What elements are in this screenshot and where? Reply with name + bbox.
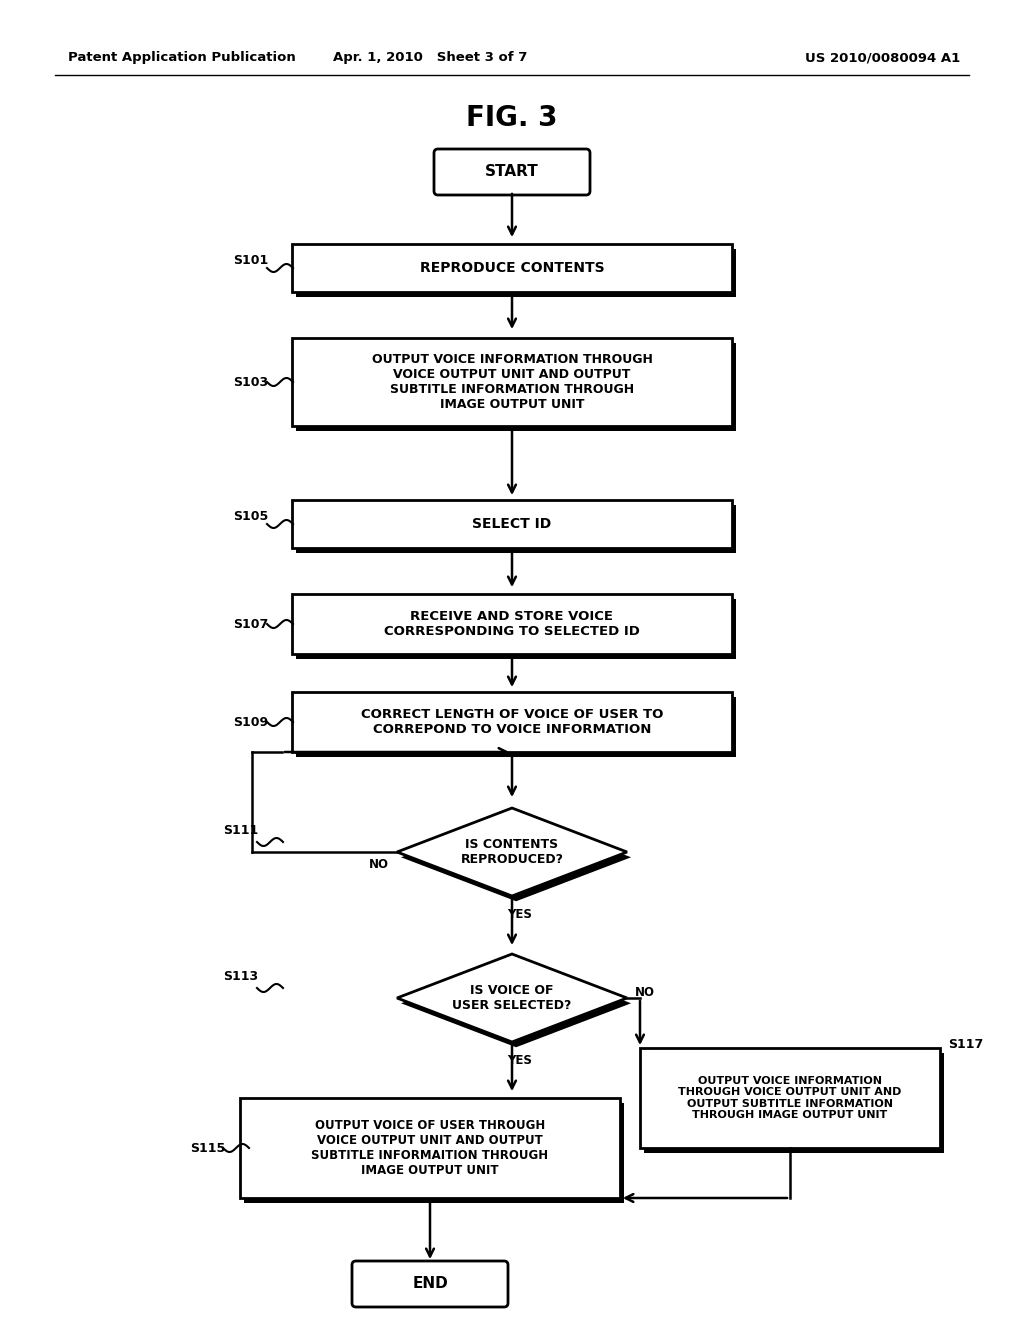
Text: S107: S107 (232, 618, 268, 631)
Text: S103: S103 (232, 375, 268, 388)
Bar (296, 697, 736, 758)
Bar (640, 1048, 940, 1148)
Text: CORRECT LENGTH OF VOICE OF USER TO
CORREPOND TO VOICE INFORMATION: CORRECT LENGTH OF VOICE OF USER TO CORRE… (360, 708, 664, 737)
Text: REPRODUCE CONTENTS: REPRODUCE CONTENTS (420, 261, 604, 275)
Text: Patent Application Publication: Patent Application Publication (68, 51, 296, 65)
Polygon shape (401, 813, 631, 902)
Text: IS CONTENTS
REPRODUCED?: IS CONTENTS REPRODUCED? (461, 838, 563, 866)
Bar (292, 244, 732, 292)
Text: OUTPUT VOICE OF USER THROUGH
VOICE OUTPUT UNIT AND OUTPUT
SUBTITLE INFORMAITION : OUTPUT VOICE OF USER THROUGH VOICE OUTPU… (311, 1119, 549, 1177)
Text: NO: NO (369, 858, 389, 870)
Text: YES: YES (508, 1053, 532, 1067)
Text: OUTPUT VOICE INFORMATION THROUGH
VOICE OUTPUT UNIT AND OUTPUT
SUBTITLE INFORMATI: OUTPUT VOICE INFORMATION THROUGH VOICE O… (372, 352, 652, 411)
FancyBboxPatch shape (352, 1261, 508, 1307)
Text: OUTPUT VOICE INFORMATION
THROUGH VOICE OUTPUT UNIT AND
OUTPUT SUBTITLE INFORMATI: OUTPUT VOICE INFORMATION THROUGH VOICE O… (678, 1076, 902, 1121)
Text: S117: S117 (948, 1038, 983, 1051)
Text: Apr. 1, 2010   Sheet 3 of 7: Apr. 1, 2010 Sheet 3 of 7 (333, 51, 527, 65)
Text: NO: NO (635, 986, 655, 999)
Text: SELECT ID: SELECT ID (472, 517, 552, 531)
Polygon shape (397, 954, 627, 1041)
Bar (296, 343, 736, 432)
Bar (240, 1098, 620, 1199)
Text: S105: S105 (232, 510, 268, 523)
Bar (296, 506, 736, 553)
Bar (292, 500, 732, 548)
Bar (292, 338, 732, 426)
Bar (644, 1053, 944, 1154)
Text: S109: S109 (232, 715, 268, 729)
Text: END: END (412, 1276, 447, 1291)
Bar (296, 599, 736, 659)
FancyBboxPatch shape (434, 149, 590, 195)
Polygon shape (401, 960, 631, 1047)
Text: START: START (485, 165, 539, 180)
Text: S113: S113 (223, 969, 258, 982)
Polygon shape (397, 808, 627, 896)
Text: RECEIVE AND STORE VOICE
CORRESPONDING TO SELECTED ID: RECEIVE AND STORE VOICE CORRESPONDING TO… (384, 610, 640, 638)
Text: FIG. 3: FIG. 3 (466, 104, 558, 132)
Bar (296, 249, 736, 297)
Text: S111: S111 (223, 824, 258, 837)
Text: IS VOICE OF
USER SELECTED?: IS VOICE OF USER SELECTED? (453, 983, 571, 1012)
Bar (292, 692, 732, 752)
Bar (244, 1104, 624, 1204)
Text: US 2010/0080094 A1: US 2010/0080094 A1 (805, 51, 961, 65)
Text: S101: S101 (232, 253, 268, 267)
Text: YES: YES (508, 908, 532, 921)
Bar (292, 594, 732, 653)
Text: S115: S115 (189, 1142, 225, 1155)
